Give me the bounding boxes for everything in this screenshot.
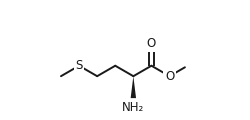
Text: O: O bbox=[165, 70, 174, 83]
Polygon shape bbox=[131, 76, 136, 98]
Text: S: S bbox=[76, 59, 83, 72]
Text: O: O bbox=[147, 37, 156, 50]
Text: NH₂: NH₂ bbox=[122, 102, 144, 114]
